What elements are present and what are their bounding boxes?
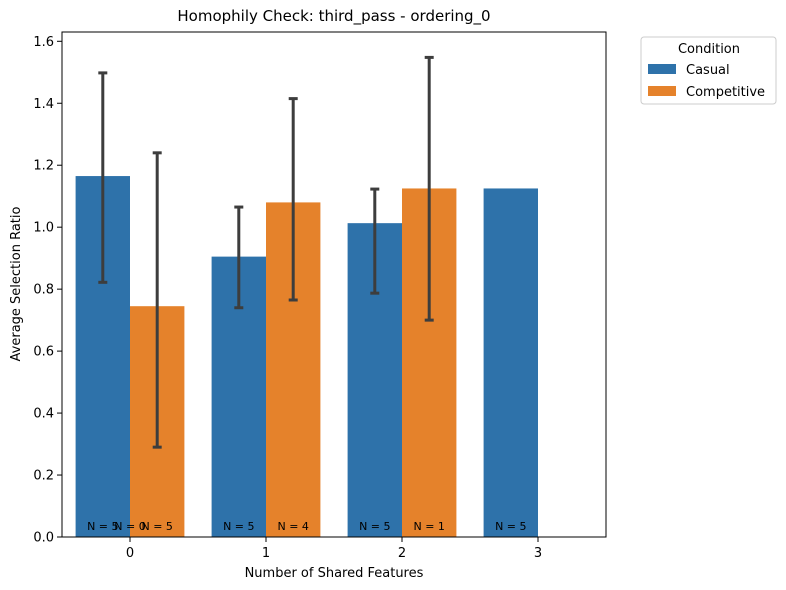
y-tick-label: 1.4 (33, 97, 54, 112)
chart-title: Homophily Check: third_pass - ordering_0 (177, 7, 490, 26)
n-label-casual-2: N = 5 (359, 520, 390, 533)
y-axis: 0.0 0.2 0.4 0.6 0.8 1.0 1.2 1.4 1.6 (33, 35, 62, 546)
x-tick-label: 0 (126, 546, 134, 561)
n-label-competitive-2: N = 1 (413, 520, 444, 533)
x-tick-label: 2 (398, 546, 406, 561)
x-tick-label: 1 (262, 546, 270, 561)
legend-swatch-competitive (648, 86, 676, 96)
error-bar-casual-0 (98, 71, 108, 284)
legend: Condition Casual Competitive (640, 36, 777, 105)
n-label-casual-3: N = 5 (495, 520, 526, 533)
error-bar-casual-2 (370, 187, 380, 295)
n-label-overlap: N = 0 (114, 520, 145, 533)
n-label-casual-0: N = 5 (87, 520, 118, 533)
x-tick-label: 3 (534, 546, 542, 561)
error-bar-competitive-1 (288, 97, 298, 302)
n-label-competitive-0: N = 5 (141, 520, 172, 533)
plot-area: N = 5 N = 5 N = 5 N = 5 N = 5 N = 4 N = 1 N = 0 (75, 55, 538, 537)
y-tick-label: 0.4 (33, 407, 54, 422)
bar-casual-3 (483, 188, 538, 537)
y-tick-label: 1.0 (33, 221, 54, 236)
n-label-casual-1: N = 5 (223, 520, 254, 533)
plot-frame (61, 31, 607, 538)
y-tick-label: 1.6 (33, 35, 54, 50)
x-axis: 0 1 2 3 (126, 537, 542, 561)
y-axis-title: Average Selection Ratio (9, 206, 24, 361)
legend-label-competitive: Competitive (686, 85, 765, 100)
y-tick-label: 1.2 (33, 159, 54, 174)
legend-title: Condition (678, 42, 740, 57)
n-label-competitive-1: N = 4 (277, 520, 308, 533)
y-tick-label: 0.2 (33, 469, 54, 484)
error-bar-casual-1 (234, 205, 244, 310)
legend-label-casual: Casual (686, 63, 730, 78)
y-tick-label: 0.6 (33, 345, 54, 360)
x-axis-title: Number of Shared Features (245, 566, 424, 581)
y-tick-label: 0.8 (33, 283, 54, 298)
error-bar-competitive-0 (152, 151, 162, 449)
legend-swatch-casual (648, 64, 676, 74)
error-bar-competitive-2 (424, 55, 434, 322)
y-tick-label: 0.0 (33, 531, 54, 546)
